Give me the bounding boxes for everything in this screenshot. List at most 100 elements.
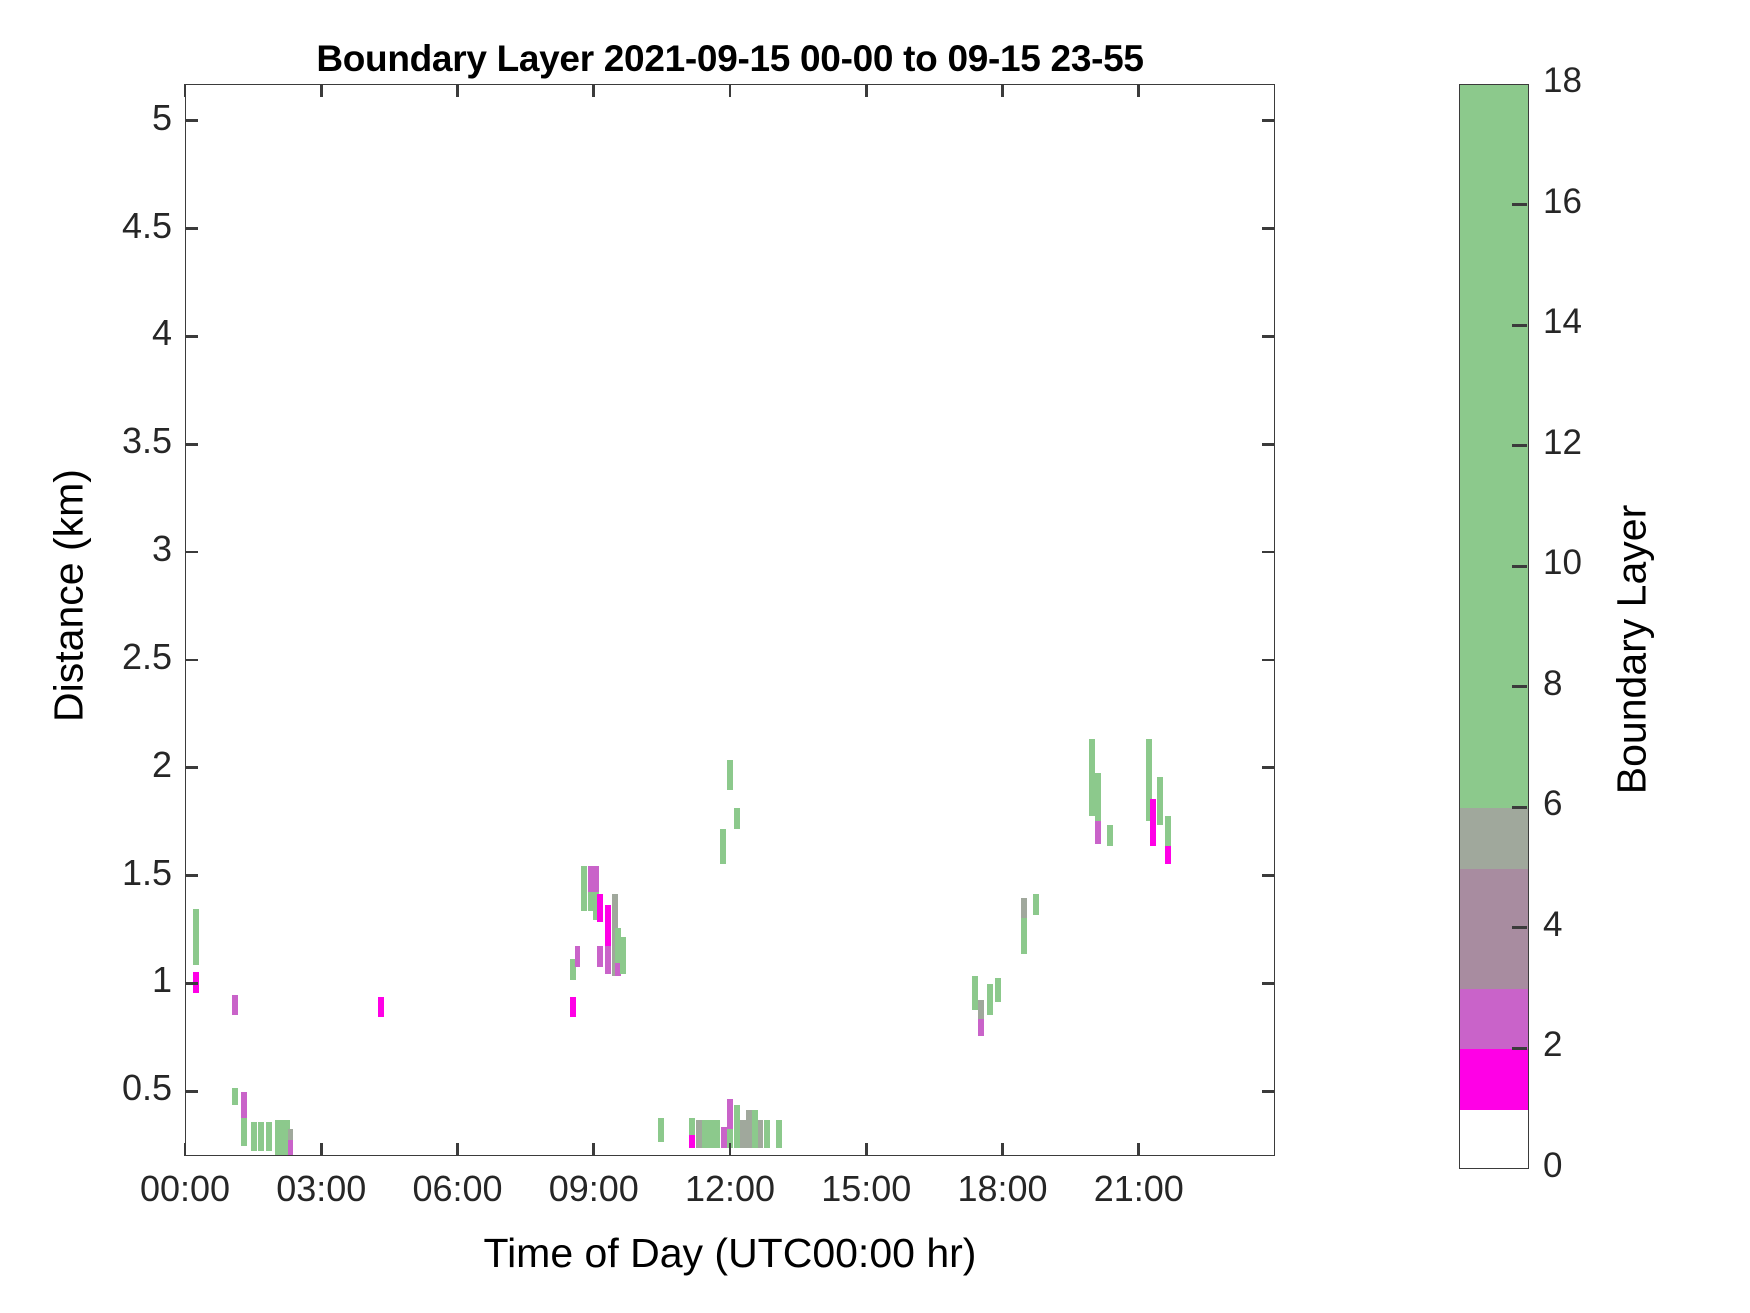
- heatmap-cell: [597, 945, 604, 968]
- heatmap-cell: [231, 1087, 238, 1106]
- colorbar-tick-label: 2: [1543, 1025, 1563, 1065]
- x-axis-tick-mark: [1137, 1143, 1141, 1156]
- heatmap-cell: [580, 865, 587, 912]
- heatmap-cell: [588, 865, 595, 894]
- colorbar-tick-label: 14: [1543, 302, 1582, 342]
- y-axis-tick-mark-right: [1262, 119, 1275, 122]
- heatmap-cell: [1107, 824, 1114, 847]
- y-axis-tick-label: 1: [151, 959, 172, 1001]
- y-axis-tick-mark: [185, 227, 198, 230]
- heatmap-cell: [279, 1120, 286, 1155]
- colorbar-band: [1460, 1049, 1528, 1110]
- x-axis-tick-mark-top: [1001, 84, 1004, 97]
- x-axis-tick-mark-top: [456, 84, 459, 97]
- colorbar-tick-mark: [1512, 926, 1527, 930]
- y-axis-tick-label: 3: [151, 528, 172, 570]
- heatmap-cell: [657, 1118, 664, 1142]
- colorbar: [1459, 84, 1529, 1169]
- heatmap-cell: [714, 1120, 721, 1149]
- y-axis-tick-mark: [185, 982, 198, 985]
- x-axis-tick-label: 12:00: [684, 1168, 776, 1209]
- colorbar-label: Boundary Layer: [1608, 504, 1655, 795]
- y-axis-tick-mark: [185, 658, 198, 662]
- heatmap-cell: [977, 1018, 984, 1037]
- x-axis-tick-mark: [183, 1143, 187, 1156]
- colorbar-tick-label: 4: [1543, 904, 1563, 944]
- heatmap-cell: [734, 807, 741, 830]
- heatmap-cell: [775, 1120, 782, 1149]
- heatmap-cell: [1157, 777, 1164, 825]
- x-axis-tick-label: 06:00: [412, 1168, 503, 1209]
- x-axis-tick-label: 15:00: [821, 1168, 912, 1209]
- y-axis-tick-mark: [185, 119, 198, 122]
- x-axis-tick-label: 21:00: [1093, 1168, 1184, 1209]
- heatmap-cell: [241, 1092, 248, 1119]
- heatmap-cell: [1150, 798, 1157, 847]
- heatmap-cell: [689, 1118, 696, 1145]
- heatmap-cell: [727, 760, 734, 791]
- y-axis-tick-mark-right: [1262, 442, 1275, 446]
- colorbar-tick-mark: [1512, 323, 1527, 327]
- colorbar-tick-mark: [1512, 1046, 1527, 1050]
- heatmap-cell: [592, 891, 599, 920]
- colorbar-tick-label: 8: [1543, 663, 1563, 703]
- heatmap-cell: [757, 1120, 764, 1149]
- heatmap-cell: [1095, 820, 1101, 845]
- heatmap-cell: [1164, 846, 1171, 864]
- heatmap-cell: [588, 891, 595, 912]
- x-axis-tick-mark: [592, 1143, 596, 1156]
- heatmap-cell: [986, 984, 993, 1015]
- colorbar-tick-label: 16: [1543, 181, 1582, 221]
- y-axis-tick-mark: [185, 335, 198, 338]
- x-axis-tick-mark-top: [183, 84, 187, 97]
- page-title: Boundary Layer 2021-09-15 00-00 to 09-15…: [316, 38, 1144, 79]
- colorbar-tick-mark: [1512, 444, 1527, 448]
- heatmap-cell: [570, 997, 576, 1017]
- heatmap-cells-layer: [186, 85, 1274, 1155]
- y-axis-tick-mark-right: [1262, 658, 1275, 662]
- heatmap-cell: [251, 1122, 258, 1151]
- heatmap-cell: [727, 1128, 734, 1149]
- heatmap-cell: [995, 977, 1001, 1002]
- heatmap-cell: [570, 958, 576, 981]
- y-axis-tick-label: 1.5: [121, 851, 172, 893]
- heatmap-cell: [597, 893, 604, 922]
- y-axis-tick-label: 3.5: [121, 420, 172, 462]
- colorbar-band: [1460, 989, 1528, 1050]
- heatmap-cell: [977, 999, 984, 1022]
- colorbar-band: [1460, 1109, 1528, 1168]
- heatmap-cell: [605, 904, 612, 946]
- y-axis-tick-mark: [185, 442, 198, 446]
- colorbar-band: [1460, 808, 1528, 869]
- heatmap-cell: [689, 1135, 696, 1149]
- heatmap-cell: [727, 1098, 734, 1132]
- x-axis-tick-mark-top: [1137, 84, 1141, 97]
- heatmap-cell: [611, 893, 618, 976]
- x-axis-tick-mark-top: [319, 84, 323, 97]
- heatmap-cell: [751, 1109, 758, 1149]
- x-axis-tick-label: 09:00: [548, 1168, 639, 1209]
- heatmap-cell: [615, 928, 622, 976]
- heatmap-cell: [739, 1120, 746, 1149]
- heatmap-cell: [287, 1139, 294, 1155]
- heatmap-cell: [274, 1120, 281, 1155]
- heatmap-cell: [193, 908, 199, 966]
- x-axis-tick-label: 18:00: [957, 1168, 1048, 1209]
- heatmap-cell: [708, 1120, 714, 1149]
- plot-area: [185, 84, 1275, 1156]
- heatmap-cell: [615, 962, 622, 976]
- heatmap-cell: [701, 1120, 708, 1149]
- heatmap-cell: [1164, 816, 1171, 851]
- heatmap-cell: [696, 1120, 703, 1149]
- y-axis-tick-label: 0.5: [121, 1067, 172, 1109]
- colorbar-tick-mark: [1512, 805, 1527, 809]
- heatmap-cell: [1089, 738, 1095, 817]
- x-axis-tick-mark-top: [592, 84, 596, 97]
- colorbar-tick-label: 6: [1543, 784, 1563, 824]
- heatmap-cell: [283, 1120, 290, 1155]
- x-axis-tick-mark-top: [728, 84, 732, 97]
- y-axis-label: Distance (km): [45, 469, 92, 722]
- heatmap-cell: [241, 1118, 248, 1147]
- heatmap-cell: [746, 1109, 753, 1149]
- x-axis-tick-label: 03:00: [276, 1168, 367, 1209]
